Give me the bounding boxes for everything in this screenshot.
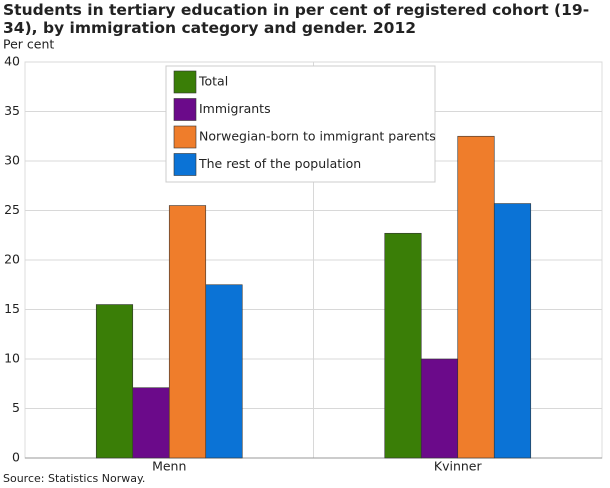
bar xyxy=(457,135,495,459)
bar xyxy=(132,387,170,459)
y-tick-label: 25 xyxy=(4,202,20,217)
legend-label: Norwegian-born to immigrant parents xyxy=(199,129,436,144)
bar xyxy=(205,284,243,459)
x-tick-label: Menn xyxy=(152,459,186,474)
y-tick-label: 30 xyxy=(4,153,20,168)
legend-label: Total xyxy=(198,74,228,89)
legend-label: The rest of the population xyxy=(198,156,361,171)
bar xyxy=(420,358,459,459)
chart-title: Students in tertiary education in per ce… xyxy=(3,1,590,37)
bar xyxy=(95,304,134,459)
bar xyxy=(384,232,422,459)
x-tick-label: Kvinner xyxy=(434,459,483,474)
legend-swatch xyxy=(173,98,197,121)
y-tick-label: 10 xyxy=(4,351,20,366)
y-tick-label: 40 xyxy=(4,54,20,69)
bar xyxy=(168,205,207,459)
source: Source: Statistics Norway. xyxy=(3,472,145,485)
legend-swatch xyxy=(173,153,197,176)
legend-swatch xyxy=(173,70,197,94)
y-tick-label: 5 xyxy=(12,400,20,415)
y-axis-label: Per cent xyxy=(3,37,54,52)
y-tick-label: 15 xyxy=(4,301,20,316)
legend-swatch xyxy=(173,125,197,149)
legend-label: Immigrants xyxy=(199,101,271,116)
legend-box xyxy=(165,65,436,183)
bar xyxy=(493,203,532,459)
y-tick-label: 20 xyxy=(4,252,20,267)
y-tick-label: 0 xyxy=(12,450,20,465)
y-tick-label: 35 xyxy=(4,103,20,118)
